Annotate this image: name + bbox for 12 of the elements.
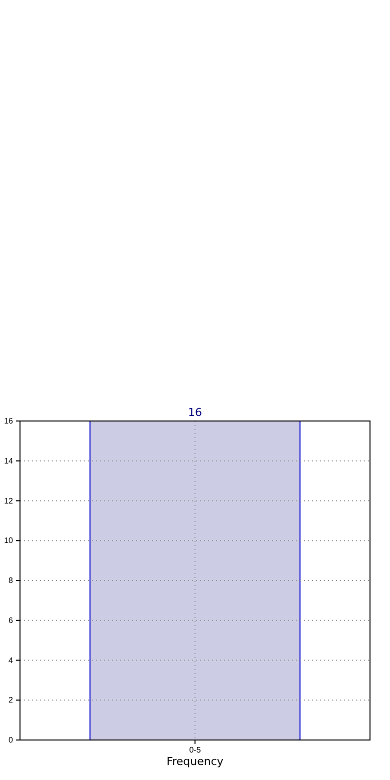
y-tick-label: 6	[8, 616, 14, 625]
y-tick-label: 8	[8, 576, 14, 586]
y-tick-label: 16	[4, 416, 14, 426]
y-tick-label: 12	[4, 496, 14, 506]
data-label: 16	[188, 406, 202, 419]
x-axis-title: Frequency	[166, 755, 224, 768]
x-tick-label: 0-5	[189, 746, 202, 755]
y-tick-label: 2	[8, 696, 14, 705]
y-tick-label: 0	[8, 736, 14, 745]
y-tick-label: 14	[4, 456, 14, 466]
y-tick-label: 4	[8, 656, 14, 665]
y-tick-label: 10	[4, 536, 14, 546]
